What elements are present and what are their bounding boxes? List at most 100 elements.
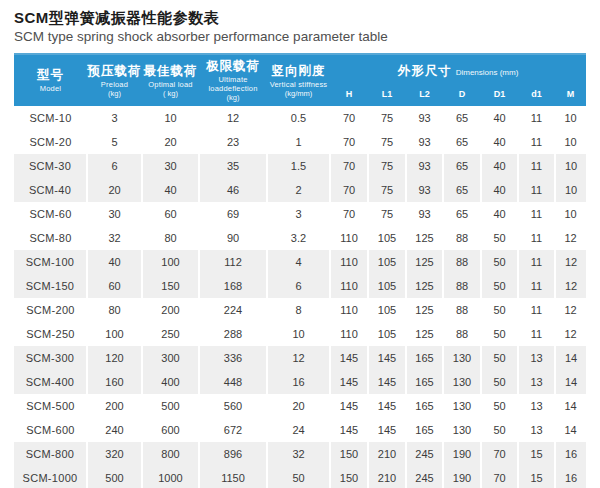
cell-value: 2: [267, 178, 330, 202]
cell-value: 105: [368, 274, 406, 298]
header-ultimate-zh: 极限载荷: [199, 59, 267, 73]
cell-value: 165: [406, 370, 443, 394]
cell-value: 50: [267, 466, 330, 488]
cell-value: 10: [555, 106, 586, 130]
header-optimal-zh: 最佳载荷: [142, 64, 199, 78]
cell-value: 11: [518, 322, 555, 346]
cell-value: 110: [330, 250, 368, 274]
cell-value: 75: [368, 202, 406, 226]
cell-value: 11: [518, 202, 555, 226]
header-cell-dim-l2: L2: [406, 85, 443, 106]
cell-model: SCM-80: [14, 226, 87, 250]
header-cell-dim-d1: D1: [481, 85, 518, 106]
cell-value: 125: [406, 322, 443, 346]
cell-value: 10: [142, 106, 199, 130]
table-row: SCM-2501002502881011010512588501112: [14, 322, 586, 346]
cell-value: 50: [481, 346, 518, 370]
cell-value: 20: [142, 130, 199, 154]
cell-value: 40: [481, 130, 518, 154]
cell-value: 130: [443, 418, 481, 442]
header-cell-preload: 预压载荷 Preload (kg): [87, 54, 142, 106]
cell-value: 10: [555, 202, 586, 226]
cell-value: 40: [481, 154, 518, 178]
cell-value: 23: [199, 130, 267, 154]
cell-value: 168: [199, 274, 267, 298]
cell-value: 50: [481, 226, 518, 250]
cell-value: 500: [87, 466, 142, 488]
header-cell-ultimate-load: 极限载荷 Ultimate loaddeflection (kg): [199, 54, 267, 106]
table-row: SCM-2052023170759365401110: [14, 130, 586, 154]
cell-value: 110: [330, 322, 368, 346]
table-row: SCM-10310120.570759365401110: [14, 106, 586, 130]
cell-value: 210: [368, 466, 406, 488]
cell-value: 200: [87, 394, 142, 418]
cell-value: 50: [481, 250, 518, 274]
cell-value: 210: [368, 442, 406, 466]
cell-value: 12: [555, 250, 586, 274]
cell-value: 40: [481, 106, 518, 130]
cell-value: 13: [518, 418, 555, 442]
cell-value: 70: [330, 178, 368, 202]
cell-value: 75: [368, 106, 406, 130]
cell-value: 11: [518, 274, 555, 298]
cell-value: 240: [87, 418, 142, 442]
cell-value: 13: [518, 370, 555, 394]
table-row: SCM-10040100112411010512588501112: [14, 250, 586, 274]
cell-value: 3.2: [267, 226, 330, 250]
cell-model: SCM-100: [14, 250, 87, 274]
cell-value: 10: [555, 154, 586, 178]
cell-model: SCM-200: [14, 298, 87, 322]
cell-value: 60: [142, 202, 199, 226]
header-model-zh: 型号: [14, 68, 87, 82]
cell-value: 12: [267, 346, 330, 370]
header-dimensions-en: Dimensions (mm): [456, 68, 519, 77]
cell-value: 5: [87, 130, 142, 154]
cell-value: 3: [267, 202, 330, 226]
cell-value: 40: [142, 178, 199, 202]
cell-value: 1150: [199, 466, 267, 488]
cell-value: 150: [142, 274, 199, 298]
cell-value: 250: [142, 322, 199, 346]
cell-model: SCM-400: [14, 370, 87, 394]
cell-value: 145: [330, 346, 368, 370]
cell-value: 46: [199, 178, 267, 202]
header-cell-dimensions: 外形尺寸Dimensions (mm): [330, 54, 586, 85]
cell-model: SCM-150: [14, 274, 87, 298]
cell-value: 165: [406, 394, 443, 418]
cell-value: 10: [555, 130, 586, 154]
cell-value: 65: [443, 178, 481, 202]
cell-value: 88: [443, 274, 481, 298]
cell-value: 50: [481, 274, 518, 298]
cell-value: 24: [267, 418, 330, 442]
cell-value: 1.5: [267, 154, 330, 178]
cell-value: 110: [330, 226, 368, 250]
table-row: SCM-30630351.570759365401110: [14, 154, 586, 178]
header-optimal-en: Optimal load: [142, 80, 199, 89]
cell-value: 145: [330, 394, 368, 418]
cell-value: 190: [443, 466, 481, 488]
cell-value: 32: [87, 226, 142, 250]
cell-value: 145: [330, 370, 368, 394]
cell-value: 70: [330, 130, 368, 154]
cell-value: 90: [199, 226, 267, 250]
cell-value: 112: [199, 250, 267, 274]
cell-value: 500: [142, 394, 199, 418]
cell-value: 16: [267, 370, 330, 394]
cell-value: 245: [406, 466, 443, 488]
cell-value: 11: [518, 106, 555, 130]
page-title: SCM型弹簧减振器性能参数表: [14, 9, 586, 27]
cell-value: 70: [481, 442, 518, 466]
header-ultimate-en: Ultimate loaddeflection: [199, 75, 267, 93]
header-stiffness-zh: 竖向刚度: [267, 64, 330, 78]
table-row: SCM-50020050056020145145165130501314: [14, 394, 586, 418]
cell-model: SCM-800: [14, 442, 87, 466]
cell-value: 245: [406, 442, 443, 466]
spec-table: 型号 Model 预压载荷 Preload (kg) 最佳载荷 Optimal …: [14, 53, 586, 488]
cell-value: 13: [518, 394, 555, 418]
cell-value: 75: [368, 154, 406, 178]
cell-value: 165: [406, 418, 443, 442]
cell-value: 12: [199, 106, 267, 130]
cell-value: 50: [481, 370, 518, 394]
table-row: SCM-30012030033612145145165130501314: [14, 346, 586, 370]
cell-value: 105: [368, 226, 406, 250]
